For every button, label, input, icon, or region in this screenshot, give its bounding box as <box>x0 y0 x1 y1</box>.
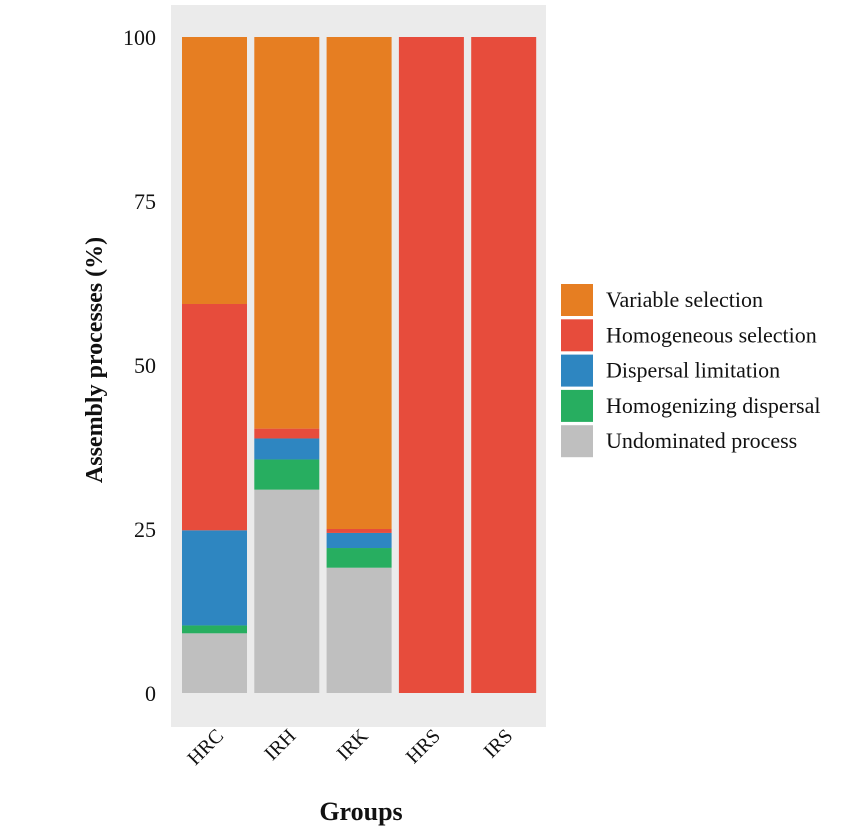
bar-segment-hrc-homogenizing-dispersal <box>182 625 247 634</box>
bars-group <box>182 37 537 693</box>
legend-label-homogeneous-selection: Homogeneous selection <box>606 322 817 347</box>
x-tick-label-hrc: HRC <box>183 725 228 770</box>
legend-swatch-homogenizing-dispersal <box>561 389 593 422</box>
bar-segment-irs-homogeneous-selection <box>471 37 537 693</box>
bar-segment-irh-dispersal-limitation <box>254 438 320 460</box>
bar-segment-irk-dispersal-limitation <box>326 532 392 549</box>
bar-segment-irk-variable-selection <box>326 37 392 529</box>
bar-segment-hrc-variable-selection <box>182 37 247 304</box>
y-tick-label: 75 <box>134 189 156 214</box>
bar-segment-hrc-dispersal-limitation <box>182 530 247 626</box>
bar-segment-irh-homogeneous-selection <box>254 428 320 439</box>
legend-label-variable-selection: Variable selection <box>606 287 763 312</box>
bar-segment-irk-homogenizing-dispersal <box>326 548 392 568</box>
x-ticks-group: HRC IRH IRK HRS IRS <box>183 725 517 770</box>
legend-swatch-dispersal-limitation <box>561 354 593 387</box>
bar-segment-irk-homogeneous-selection <box>326 529 392 533</box>
legend: Variable selection Homogeneous selection D… <box>561 284 820 458</box>
legend-swatch-variable-selection <box>561 284 593 316</box>
y-ticks-group: 0 25 50 75 100 <box>123 25 156 706</box>
x-tick-label-irs: IRS <box>480 725 518 763</box>
bar-segment-irk-undominated-process <box>326 567 392 693</box>
bar-segment-hrc-undominated-process <box>182 633 247 693</box>
legend-label-dispersal-limitation: Dispersal limitation <box>606 358 780 383</box>
bar-segment-irh-homogenizing-dispersal <box>254 459 320 490</box>
x-tick-label-hrs: HRS <box>402 725 445 768</box>
bar-segment-hrs-homogeneous-selection <box>398 37 464 693</box>
y-tick-label: 25 <box>134 517 156 542</box>
legend-swatch-undominated-process <box>561 425 593 458</box>
legend-label-undominated-process: Undominated process <box>606 428 797 453</box>
legend-label-homogenizing-dispersal: Homogenizing dispersal <box>606 393 820 418</box>
y-tick-label: 100 <box>123 25 156 50</box>
x-axis-label: Groups <box>319 797 402 826</box>
legend-swatch-homogeneous-selection <box>561 319 593 352</box>
y-tick-label: 50 <box>134 353 156 378</box>
bar-segment-hrc-homogeneous-selection <box>182 303 247 531</box>
bar-segment-irh-undominated-process <box>254 489 320 693</box>
y-tick-label: 0 <box>145 681 156 706</box>
y-axis-label: Assembly processes (%) <box>82 237 108 483</box>
x-tick-label-irh: IRH <box>260 725 300 765</box>
bar-segment-irh-variable-selection <box>254 37 320 429</box>
x-tick-label-irk: IRK <box>333 725 373 765</box>
